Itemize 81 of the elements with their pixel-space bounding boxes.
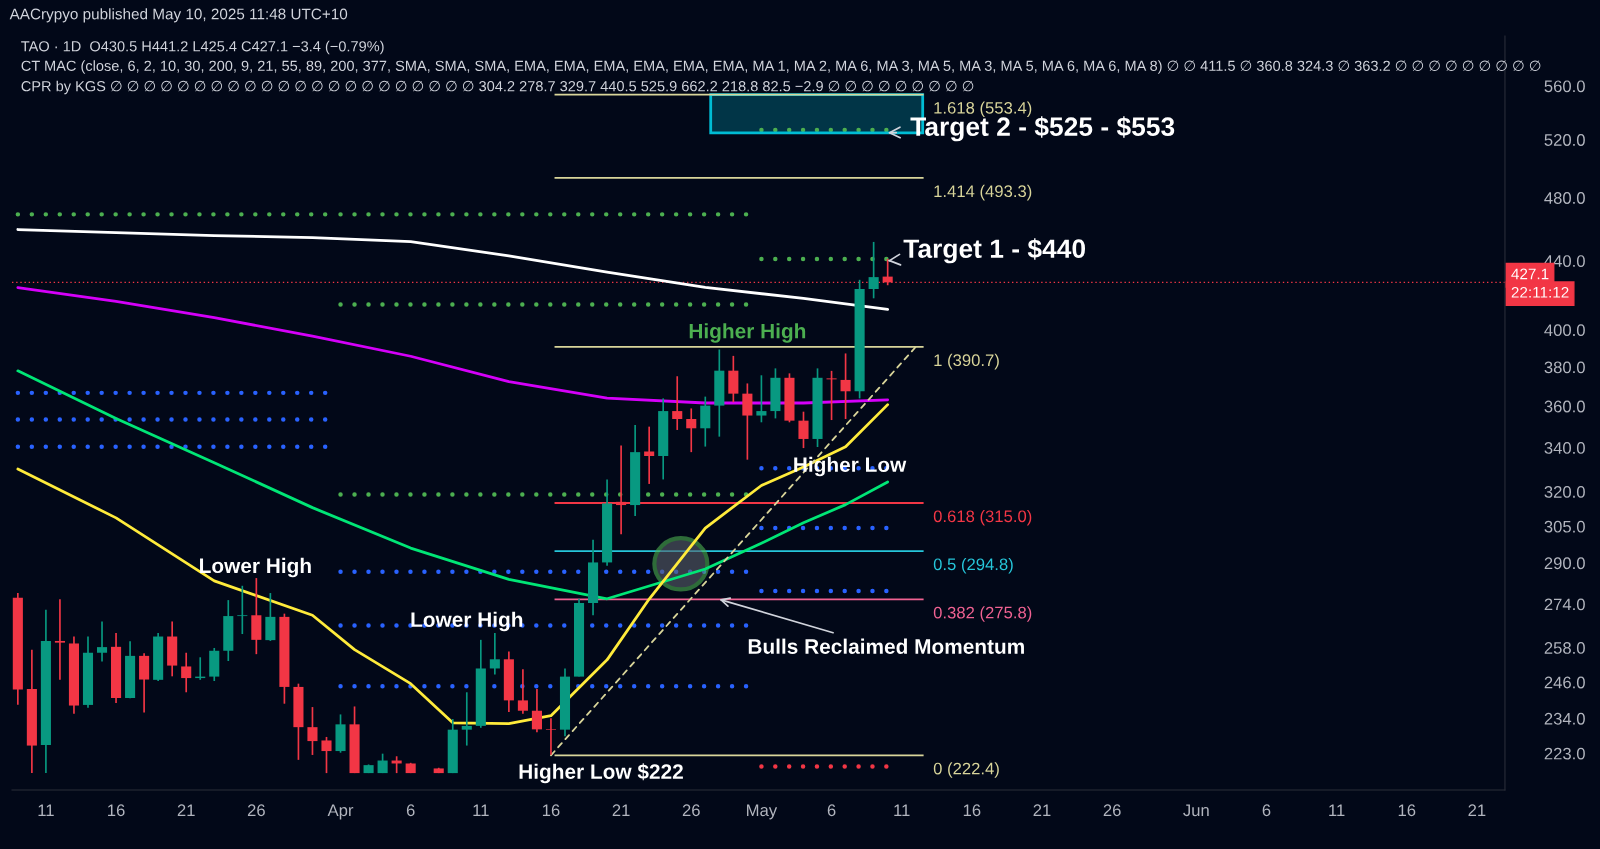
ref-line-label: 1.414 (493.3) [934, 184, 1032, 201]
candlestick [237, 584, 248, 635]
y-tick-label: 360.0 [1544, 400, 1585, 413]
line-series [16, 228, 890, 311]
candlestick [54, 598, 65, 681]
x-tick-label: 26 [247, 804, 265, 817]
x-tick-label: 16 [542, 804, 560, 817]
y-tick-label: 246.0 [1544, 676, 1585, 689]
chart-title: TAO · 1D O430.5 H441.2 L425.4 C427.1 −3.4 (−0.79%) [21, 40, 384, 55]
y-tick-label: 305.0 [1544, 520, 1585, 533]
ref-line-label: 0.5 (294.8) [933, 557, 1013, 574]
ref-line-label: 0.382 (275.8) [933, 606, 1032, 622]
x-tick-label: 6 [1262, 804, 1271, 817]
candlestick [489, 632, 500, 676]
candlestick [868, 241, 879, 300]
ref-line-label: 427.1 [1511, 268, 1549, 280]
text: 22:11:12 [1511, 286, 1569, 298]
candlestick [686, 407, 697, 453]
text: AACrypyo published May 10, 2025 11:48 UTC+10 [9, 8, 348, 23]
x-tick-label: 16 [108, 804, 125, 817]
y-tick-label: 380.0 [1544, 361, 1585, 374]
ref-line-label: 1.618 (553.4) [934, 101, 1032, 118]
x-tick-label: 21 [1033, 804, 1051, 816]
candlestick [700, 395, 711, 448]
x-tick-label: Jun [1183, 804, 1209, 817]
candlestick [728, 355, 739, 404]
x-tick-label: 26 [1103, 804, 1121, 817]
x-tick-label: 26 [682, 804, 700, 817]
text: CT MAC (close, 6, 2, 10, 30, 200, 9, 21, 55, 89, 200, 377, SMA, SMA, SMA, EMA, EMA, EMA, EMA, EMA, EMA, MA 1, MA 2, MA 6, MA 3, MA 5, MA 3, MA 5, MA 6, MA 6, MA 8) ∅ ∅ 411.5 ∅ 360.8 324.3 ∅ 363.2 ∅ ∅ ∅ ∅ ∅ ∅ ∅ ∅ ∅ [21, 60, 1541, 74]
x-tick-label: 11 [894, 804, 910, 816]
candlestick [517, 668, 528, 715]
y-tick-label: 320.0 [1544, 485, 1585, 498]
candlestick [321, 736, 332, 774]
y-tick-label: 480.0 [1544, 192, 1585, 204]
x-tick-label: 21 [1468, 804, 1486, 816]
y-tick-label: 258.0 [1544, 642, 1585, 654]
x-tick-label: 16 [1398, 804, 1416, 817]
y-tick-label: 223.0 [1544, 747, 1585, 760]
y-tick-label: 274.0 [1544, 598, 1585, 611]
candlestick [531, 688, 542, 734]
x-tick-label: Apr [327, 804, 354, 820]
ref-line-label: 0 (222.4) [933, 762, 999, 778]
candlestick [265, 592, 276, 642]
y-tick-label: 560.0 [1544, 80, 1585, 93]
x-tick-label: 11 [38, 804, 54, 816]
x-tick-label: 11 [473, 804, 489, 816]
candlestick [461, 691, 472, 747]
x-tick-label: May [747, 804, 778, 820]
candlestick [840, 352, 851, 420]
annotation: Lower High [200, 557, 311, 578]
y-tick-label: 340.0 [1544, 442, 1585, 454]
candlestick [96, 620, 108, 663]
annotation: Higher Low $222 [519, 763, 683, 784]
annotation: Bulls Reclaimed Momentum [748, 638, 1024, 654]
x-tick-label: 16 [963, 804, 981, 817]
x-tick-label: 6 [406, 804, 415, 817]
ref-line-label: 0.618 (315.0) [933, 509, 1032, 526]
candlestick [798, 410, 809, 449]
annotation: Lower High [411, 611, 523, 632]
x-tick-label: 11 [1329, 804, 1345, 816]
x-tick-label: 21 [612, 804, 630, 816]
candlestick [545, 717, 557, 756]
candlestick [307, 706, 318, 756]
candlestick [672, 375, 683, 431]
annotation: Higher High [689, 323, 806, 343]
y-tick-label: 400.0 [1544, 324, 1585, 337]
candlestick [756, 374, 767, 424]
annotation: Target 1 - $440 [903, 238, 1086, 264]
annotation: Target 2 - $525 - $553 [910, 116, 1175, 142]
candlestick [644, 425, 655, 485]
candlestick [181, 651, 192, 694]
x-tick-label: 6 [827, 804, 836, 817]
candlestick [742, 382, 753, 461]
annotation: CPR by KGS ∅ ∅ ∅ ∅ ∅ ∅ ∅ ∅ ∅ ∅ ∅ ∅ ∅ ∅ ∅ ∅ ∅ ∅ ∅ ∅ ∅ ∅ 304.2 278.7 329.7 440.5 525.9 662.2 218.8 82.5 −2.9 ∅ ∅ ∅ ∅ ∅ ∅ ∅ ∅ ∅ [21, 80, 974, 95]
y-tick-label: 520.0 [1544, 134, 1585, 146]
ref-line-label: 1 (390.7) [934, 353, 999, 370]
y-tick-label: 290.0 [1544, 557, 1585, 570]
candlestick [826, 370, 837, 421]
x-tick-label: 21 [177, 804, 195, 816]
candlestick [139, 652, 150, 714]
y-tick-label: 234.0 [1544, 712, 1585, 725]
